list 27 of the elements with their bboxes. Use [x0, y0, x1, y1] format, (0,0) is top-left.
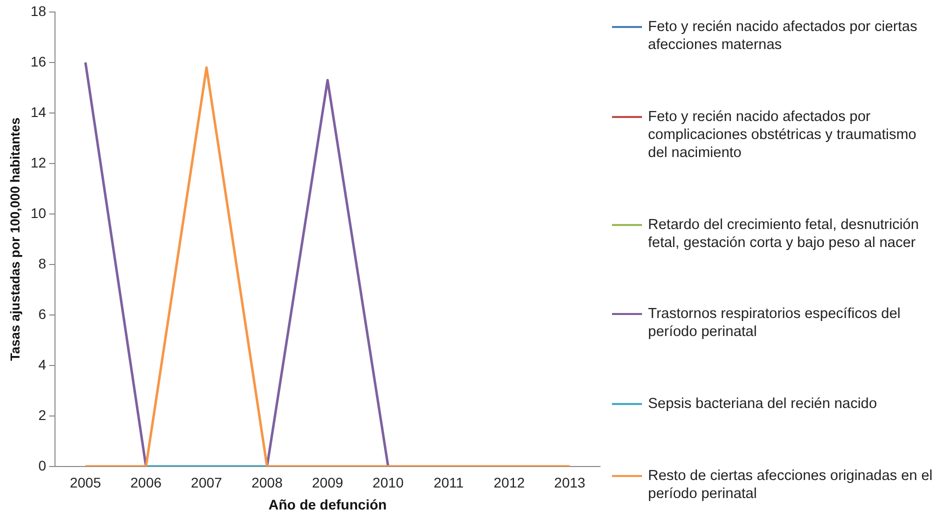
x-axis-title: Año de defunción [268, 496, 387, 512]
y-tick-label: 4 [38, 356, 46, 372]
y-tick-label: 14 [30, 104, 46, 120]
y-tick-label: 8 [38, 255, 46, 272]
y-tick-label: 18 [30, 2, 46, 19]
x-tick-label: 2007 [190, 474, 222, 491]
legend-label: Sepsis bacteriana del recién nacido [648, 395, 877, 414]
x-tick-label: 2009 [312, 474, 344, 491]
x-tick-label: 2011 [434, 474, 464, 491]
x-tick-label: 2005 [70, 474, 102, 491]
legend-label: Feto y recién nacido afectados por ciertas afecciones maternas [648, 18, 918, 54]
y-tick-label: 16 [30, 53, 46, 70]
x-tick-label: 2006 [130, 474, 162, 491]
y-tick-label: 10 [30, 204, 46, 221]
x-tick-label: 2012 [494, 474, 525, 491]
legend-label: Feto y recién nacido afectados por complicaciones obstétricas y traumatismo del nacimiento [648, 108, 918, 162]
x-tick-label: 2008 [251, 474, 283, 491]
x-tick-label: 2013 [554, 474, 586, 491]
y-tick-label: 6 [38, 306, 46, 322]
legend-label: Retardo del crecimiento fetal, desnutrición fetal, gestación corta y bajo peso al nacer [648, 216, 920, 252]
y-tick-label: 0 [38, 457, 46, 474]
y-tick-label: 2 [38, 406, 46, 423]
y-axis-title: Tasas ajustadas por 100,000 habitantes [7, 118, 22, 361]
legend-label: Trastornos respiratorios específicos del período perinatal [648, 305, 902, 342]
x-tick-label: 2010 [372, 474, 404, 491]
legend-label: Resto de ciertas afecciones originadas en el período perinatal [648, 466, 934, 503]
y-tick-label: 12 [30, 154, 46, 170]
